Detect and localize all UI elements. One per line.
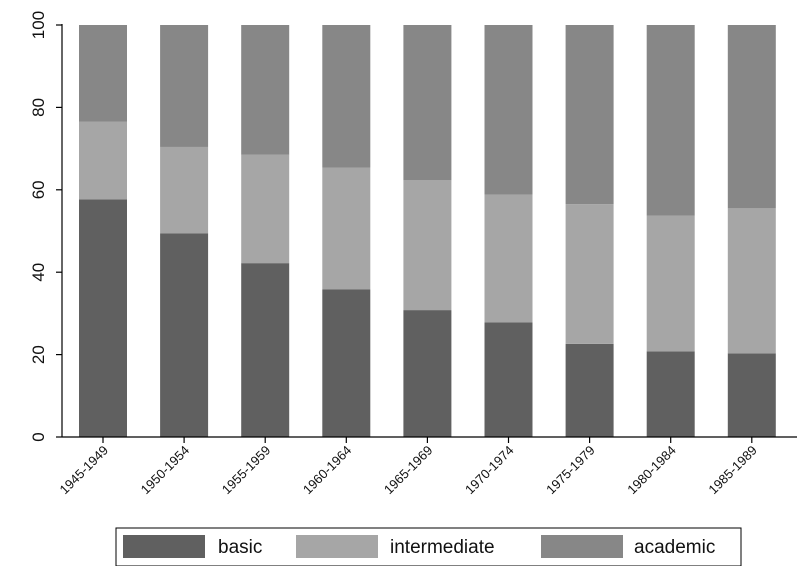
bar-basic-1965-1969 [403, 310, 452, 437]
y-tick-label: 60 [29, 180, 48, 199]
bar-intermediate-1985-1989 [727, 208, 776, 354]
y-axis-ticks: 0 20 40 60 80 100 [29, 11, 62, 442]
bar-basic-1950-1954 [160, 233, 209, 437]
bar-basic-1960-1964 [322, 289, 371, 437]
y-tick-label: 40 [29, 263, 48, 282]
legend: basic intermediate academic [115, 527, 742, 566]
bar-intermediate-1960-1964 [322, 167, 371, 290]
legend-swatch-academic [541, 535, 623, 558]
x-tick-label: 1950-1954 [138, 443, 193, 498]
legend-label-basic: basic [218, 537, 262, 558]
x-tick-label: 1965-1969 [381, 443, 436, 498]
x-tick-label: 1985-1989 [705, 443, 760, 498]
legend-swatch-basic [123, 535, 205, 558]
bar-academic-1965-1969 [403, 25, 452, 181]
bar-academic-1980-1984 [646, 25, 695, 216]
bar-area [79, 25, 776, 437]
legend-swatch-intermediate [296, 535, 378, 558]
bar-basic-1970-1974 [484, 322, 533, 437]
legend-label-academic: academic [634, 537, 715, 558]
bar-basic-1980-1984 [646, 351, 695, 437]
x-tick-label: 1975-1979 [543, 443, 598, 498]
bar-academic-1985-1989 [727, 25, 776, 209]
x-tick-label: 1980-1984 [624, 443, 679, 498]
x-tick-label: 1955-1959 [219, 443, 274, 498]
bar-academic-1975-1979 [565, 25, 614, 205]
bar-intermediate-1950-1954 [160, 146, 209, 234]
bar-basic-1975-1979 [565, 343, 614, 437]
bar-academic-1945-1949 [79, 25, 127, 122]
x-tick-label: 1945-1949 [57, 443, 112, 498]
bar-basic-1945-1949 [79, 199, 127, 437]
bar-basic-1955-1959 [241, 263, 290, 437]
bar-intermediate-1965-1969 [403, 180, 452, 311]
bar-academic-1960-1964 [322, 25, 371, 168]
bar-intermediate-1975-1979 [565, 204, 614, 344]
x-axis-ticks: 1945-1949 1950-1954 1955-1959 1960-1964 1965… [57, 437, 760, 497]
bar-intermediate-1945-1949 [79, 121, 127, 200]
legend-box [115, 527, 742, 566]
y-tick-label: 0 [29, 432, 48, 441]
bar-academic-1970-1974 [484, 25, 533, 195]
bar-basic-1985-1989 [727, 353, 776, 437]
bar-academic-1955-1959 [241, 25, 290, 155]
x-tick-label: 1960-1964 [300, 443, 355, 498]
x-tick-label: 1970-1974 [462, 443, 517, 498]
y-tick-label: 20 [29, 345, 48, 364]
bar-intermediate-1970-1974 [484, 194, 533, 323]
legend-label-intermediate: intermediate [390, 537, 495, 558]
bar-intermediate-1980-1984 [646, 215, 695, 352]
y-tick-label: 100 [29, 11, 48, 39]
bar-academic-1950-1954 [160, 25, 209, 147]
bar-intermediate-1955-1959 [241, 154, 290, 264]
y-tick-label: 80 [29, 98, 48, 117]
